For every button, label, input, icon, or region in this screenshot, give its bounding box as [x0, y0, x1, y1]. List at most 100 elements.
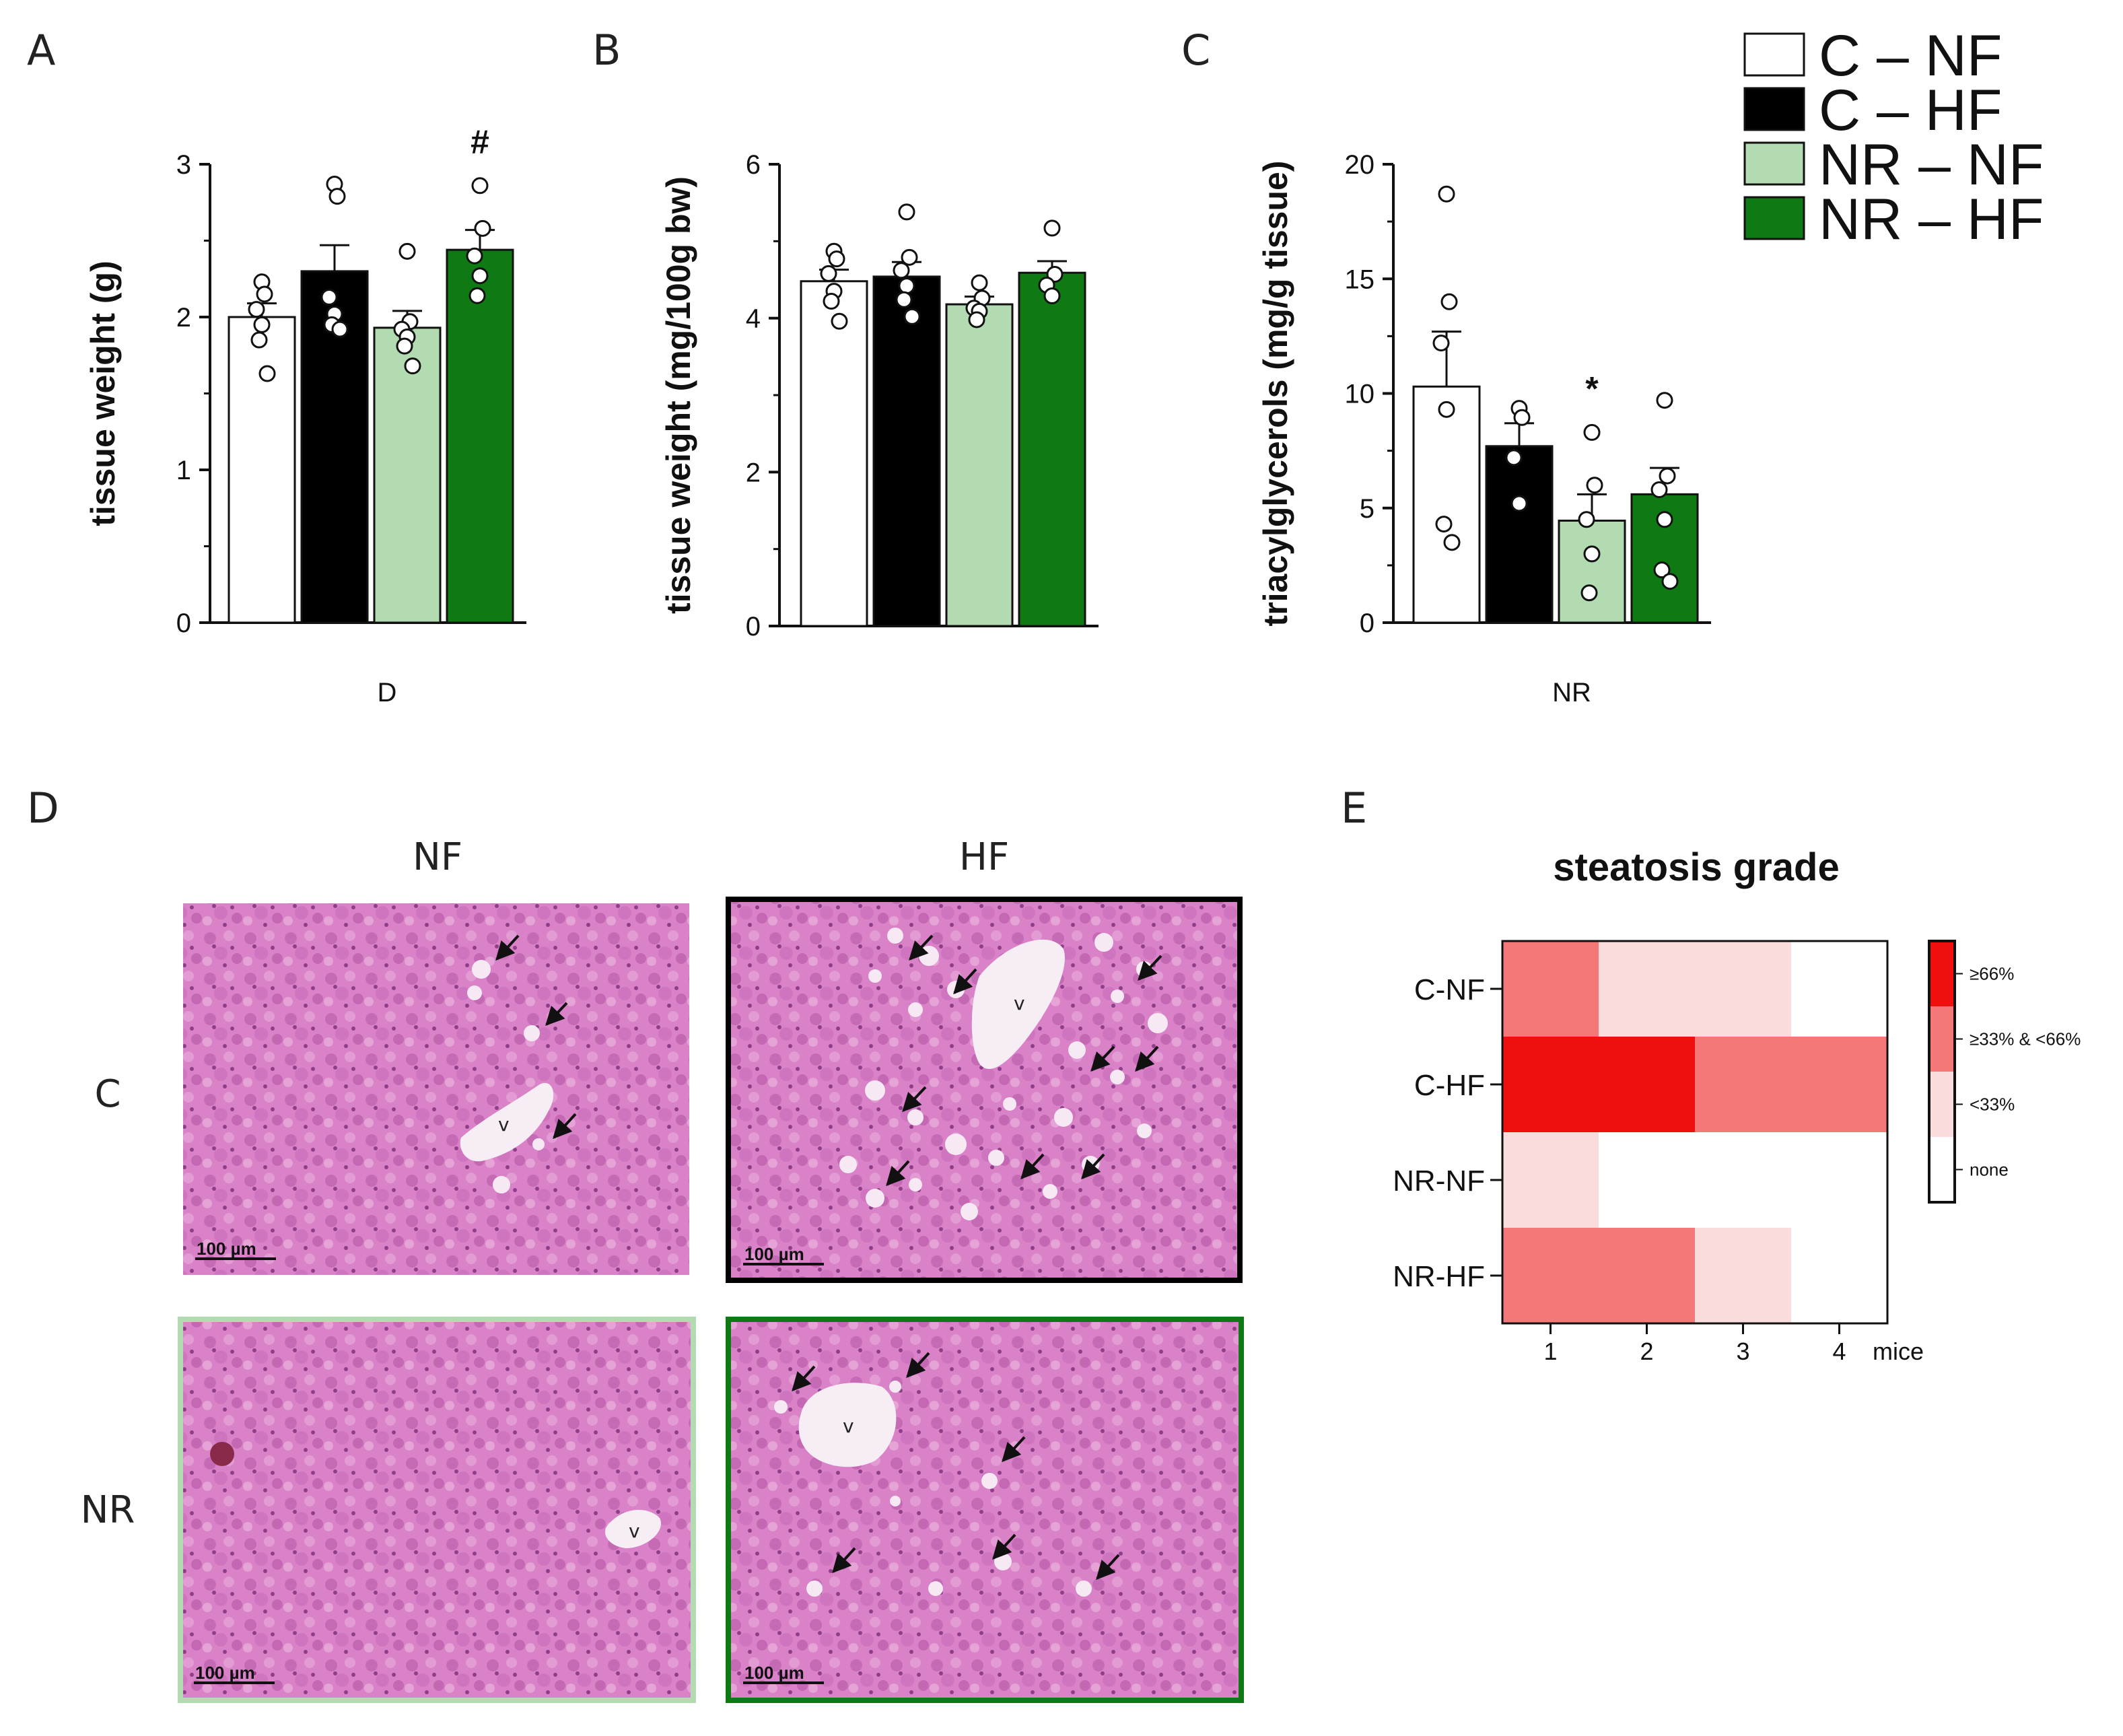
histology-col-hf: HF: [959, 835, 1009, 879]
bar-c-hf: [1485, 445, 1554, 624]
y-tick-label: 0: [176, 609, 191, 638]
y-tick-label: 15: [1345, 265, 1375, 294]
y-tick-label: 5: [1360, 494, 1374, 524]
histology-panel: NF HF C NR v 100 µm v: [81, 835, 1244, 1703]
lipid-droplets: [839, 928, 1168, 1220]
data-point: [466, 247, 483, 265]
lipid-droplets: [467, 960, 545, 1193]
data-point: [1656, 511, 1673, 528]
data-point: [1438, 185, 1455, 203]
data-point: [893, 262, 910, 279]
legend: C – NF C – HF NR – NF NR – HF: [1743, 24, 2044, 252]
scale-label: ≥66%: [1970, 964, 2014, 984]
scale-bar-label: 100 µm: [744, 1663, 804, 1683]
data-point: [1505, 449, 1523, 466]
y-axis-title: triacylglycerols (mg/g tissue): [1257, 161, 1294, 627]
micrograph-nr-nf: v 100 µm: [178, 1317, 696, 1703]
heatmap-cell: [1695, 941, 1791, 1037]
data-point: [971, 274, 988, 291]
vessel-label: v: [498, 1113, 510, 1136]
bar-nr-hf: [446, 248, 514, 624]
arrows: [886, 934, 1162, 1187]
vessel-lumen: [971, 939, 1065, 1070]
data-point: [396, 337, 413, 355]
bar-nr-nf: [1558, 519, 1626, 624]
chart-tissue-weight-per-bw: 0 2 4 6 tissue weight (mg/100g bw): [660, 150, 1099, 641]
steatosis-heatmap: steatosis grade C-NF C-HF NR-NF NR-HF 1 2 3 4 mic…: [1393, 845, 2081, 1365]
y-tick-label: 0: [1360, 609, 1374, 638]
scale-bar-label: 100 µm: [195, 1663, 255, 1683]
data-point: [1043, 287, 1061, 305]
data-point: [1656, 392, 1673, 409]
data-point: [250, 331, 268, 349]
y-tick-label: 3: [176, 150, 191, 180]
data-point: [1432, 335, 1450, 352]
data-point: [1440, 293, 1458, 310]
y-tick-label: 6: [746, 150, 761, 180]
data-point: [903, 308, 921, 325]
bar-c-nf: [800, 280, 868, 627]
micrograph-c-nf: v 100 µm: [183, 903, 689, 1275]
micrograph-c-hf: v 100: [726, 897, 1243, 1283]
y-tick-label: 10: [1345, 380, 1375, 409]
histology-row-nr: NR: [81, 1488, 135, 1532]
col-label: 3: [1736, 1338, 1749, 1365]
data-point: [1043, 219, 1061, 237]
heatmap-cell: [1599, 941, 1695, 1037]
vessel-label: v: [843, 1415, 854, 1437]
data-point: [1661, 573, 1679, 590]
heatmap-cell: [1502, 1037, 1599, 1132]
heatmap-cell: [1599, 1132, 1695, 1228]
data-point: [1650, 481, 1668, 499]
heatmap-frame: [1501, 940, 1889, 1325]
data-point: [1438, 401, 1455, 418]
row-label: C-HF: [1414, 1069, 1485, 1102]
heatmap-cell: [1695, 1228, 1791, 1323]
data-point: [1513, 409, 1531, 426]
heatmap-cell: [1502, 1228, 1599, 1323]
lipid-droplets: [774, 1381, 1092, 1597]
col-label: 4: [1832, 1338, 1846, 1365]
data-point: [823, 293, 840, 310]
data-point: [253, 316, 271, 333]
data-point: [256, 285, 273, 303]
data-point: [258, 365, 276, 382]
data-point: [968, 311, 985, 328]
heatmap-cell: [1599, 1037, 1695, 1132]
chart-triacylglycerols: 0 5 10 15 20 triacylglycerols (mg/g tissue) NR…: [1257, 150, 1711, 707]
micrograph-nr-hf: v 100 µm: [726, 1317, 1244, 1703]
data-point: [474, 219, 491, 237]
histology-row-c: C: [94, 1072, 120, 1116]
panel-label-b: B: [592, 26, 621, 75]
bar-c-nf: [1412, 385, 1481, 624]
vessel-label: v: [1014, 992, 1025, 1014]
data-point: [1586, 477, 1603, 494]
bar-nr-hf: [1018, 271, 1086, 627]
panel-label-c: C: [1181, 26, 1210, 75]
scale-segment: [1929, 1006, 1955, 1072]
data-point: [1510, 495, 1528, 512]
legend-swatch-nr-nf: [1743, 141, 1805, 186]
y-tick-label: 1: [176, 456, 191, 485]
data-point: [820, 265, 837, 282]
y-axis-title: tissue weight (g): [84, 261, 122, 526]
vessel-label: v: [629, 1520, 640, 1542]
data-point: [1583, 423, 1601, 441]
scale-label: <33%: [1970, 1095, 2015, 1115]
data-point: [895, 291, 913, 308]
data-point: [828, 250, 845, 268]
legend-label-nr-nf: NR – NF: [1819, 133, 2044, 197]
y-tick-label: 2: [176, 303, 191, 333]
y-tick-label: 0: [746, 612, 761, 641]
chart-tissue-weight-g: 0 1 2 3 tissue weight (g) D #: [84, 123, 526, 707]
data-point: [1653, 561, 1671, 579]
col-label: 1: [1543, 1338, 1557, 1365]
data-point: [248, 301, 265, 318]
data-point: [471, 177, 489, 195]
data-point: [398, 242, 416, 260]
legend-label-nr-hf: NR – HF: [1819, 187, 2044, 252]
scale-bar-label: 100 µm: [744, 1244, 804, 1264]
legend-label-c-nf: C – NF: [1819, 24, 2002, 88]
small-vessel: [210, 1442, 234, 1466]
